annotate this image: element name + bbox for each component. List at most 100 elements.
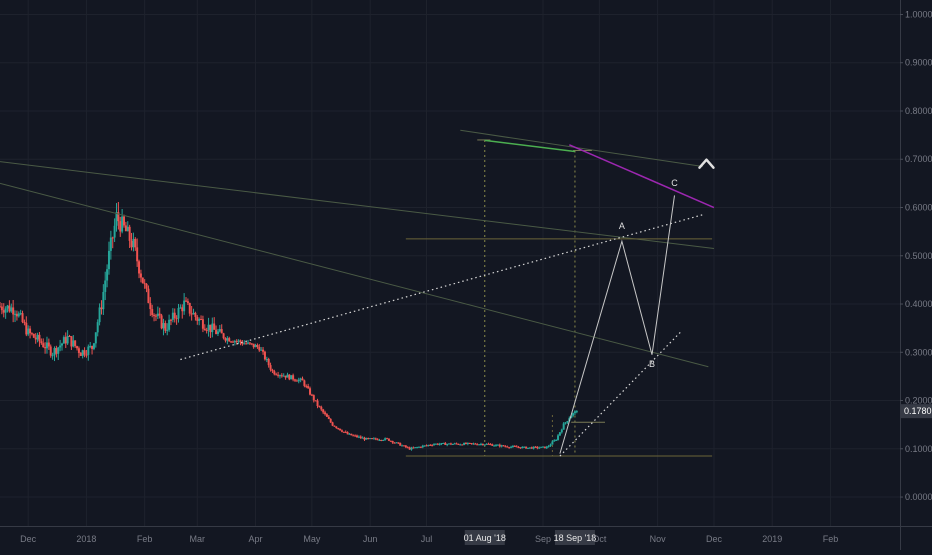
candle-body [237,340,240,342]
candle-body [200,319,203,321]
trend-line[interactable] [0,182,709,368]
candle-body [280,375,283,377]
candle-body [487,443,490,445]
candle-body [425,445,428,447]
candle-body [575,411,578,413]
accent-trend-line[interactable] [569,144,715,209]
candle-body [91,345,94,349]
candle-body [530,447,533,449]
candle-body [502,445,505,447]
candle-body [173,312,176,319]
candle-body [117,212,120,222]
candle-body [188,303,191,314]
candle-body [53,348,56,356]
candle-body [378,439,381,441]
candle-body [365,438,368,440]
candle-body [12,307,15,315]
candle-body [344,431,347,433]
dotted-trend-line[interactable] [180,214,703,361]
candle-body [243,343,246,345]
price-tick-label: 0.4000 [905,299,932,309]
candle-body [417,446,420,448]
candle-body [485,443,488,445]
candle-body [566,421,569,423]
candle-body [94,332,97,344]
candle-body [372,438,375,440]
candle-body [376,439,379,441]
candle-body [324,412,327,415]
candle-body [79,352,82,356]
drawing-layer[interactable]: A B C [0,129,715,457]
candle-body [545,446,548,449]
candle-body [263,351,266,360]
candle-body [42,343,45,348]
candle-body [0,306,3,311]
accent-trend-line[interactable] [484,139,576,153]
candle-body [339,428,342,431]
candle-body [284,375,287,378]
candle-body [493,445,496,447]
candle-body [449,443,452,445]
candle-body [314,400,317,402]
candle-body [128,226,131,241]
candle-body [4,308,7,313]
time-tick-label: Dec [706,534,723,544]
candle-body [397,442,400,444]
price-tick-label: 0.9000 [905,58,932,68]
candle-body [213,323,216,330]
candle-body [171,312,174,320]
candle-body [57,347,60,354]
abc-pattern-line[interactable] [559,195,675,454]
candle-body [547,446,550,448]
candle-body [538,447,541,449]
candle-body [196,316,199,321]
candle-body [132,238,135,248]
candle-body [235,341,238,343]
candle-body [228,338,231,342]
time-tick-label: Feb [137,534,153,544]
candle-body [231,341,234,343]
candle-body [427,444,430,446]
candle-body [76,346,79,349]
trend-line[interactable] [0,161,715,250]
trend-line[interactable] [460,129,703,167]
candle-body [245,343,248,345]
candle-body [562,423,565,430]
candle-body [470,443,473,445]
candle-body [126,226,129,232]
candle-body [25,322,28,335]
candle-body [438,444,441,446]
candle-body [224,338,227,341]
candle-body [153,315,156,317]
candle-body [440,443,443,445]
candle-body [154,315,157,317]
candle-body [2,310,5,313]
candle-body [521,446,524,449]
candle-body [496,444,499,446]
candle-body [83,350,86,355]
candle-body [96,322,99,333]
candle-body [461,444,464,446]
candle-body [480,443,483,445]
candle-body [525,446,528,449]
candle-body [448,443,451,445]
candle-body [573,411,576,414]
candle-body [111,237,114,239]
candle-body [115,212,118,226]
candle-body [277,374,280,376]
candle-body [459,444,462,446]
arrow-up-icon[interactable] [698,158,715,169]
candle-body [149,303,152,310]
candle-body [138,261,141,274]
candle-body [504,446,507,448]
candle-body [359,436,362,438]
candle-body [226,338,229,341]
abc-point-label: C [671,178,678,188]
candle-body [340,430,343,432]
candle-body [423,445,426,447]
candle-body [506,446,509,448]
candle-body [515,446,518,448]
